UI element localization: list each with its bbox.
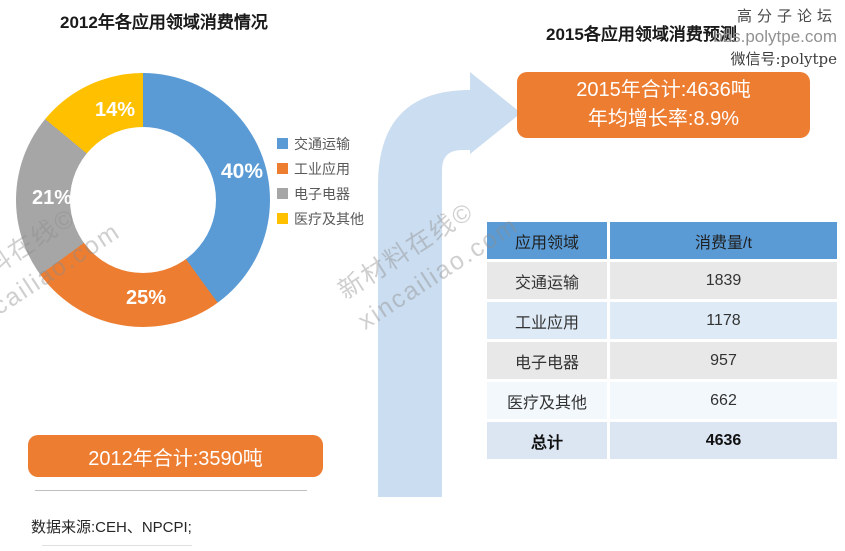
table-header-row: 应用领域 消费量/t — [487, 222, 837, 259]
table-header-field: 应用领域 — [487, 222, 607, 259]
table-cell-value: 662 — [610, 382, 837, 419]
legend-item: 医疗及其他 — [277, 206, 364, 231]
table-cell-category: 总计 — [487, 422, 607, 459]
table-cell-value: 957 — [610, 342, 837, 379]
donut-hole — [70, 127, 216, 273]
legend-item: 电子电器 — [277, 181, 364, 206]
table-cell-category: 医疗及其他 — [487, 382, 607, 419]
legend-item: 工业应用 — [277, 156, 364, 181]
legend-item: 交通运输 — [277, 131, 364, 156]
legend-swatch — [277, 188, 288, 199]
legend: 交通运输 工业应用 电子电器 医疗及其他 — [277, 131, 364, 231]
legend-swatch — [277, 163, 288, 174]
consumption-table: 应用领域 消费量/t 交通运输 1839 工业应用 1178 电子电器 957 … — [487, 222, 837, 462]
pie-label-transport: 40% — [220, 160, 264, 183]
legend-swatch — [277, 213, 288, 224]
legend-label: 医疗及其他 — [294, 210, 364, 227]
table-cell-value: 1178 — [610, 302, 837, 339]
chart-title-2012: 2012年各应用领域消费情况 — [60, 13, 268, 32]
table-row: 电子电器 957 — [487, 342, 837, 379]
table-row: 医疗及其他 662 — [487, 382, 837, 419]
table-cell-category: 交通运输 — [487, 262, 607, 299]
table-row: 交通运输 1839 — [487, 262, 837, 299]
pie-label-medical: 14% — [94, 99, 136, 121]
table-total-row: 总计 4636 — [487, 422, 837, 459]
legend-label: 工业应用 — [294, 160, 350, 177]
divider-line — [35, 490, 307, 491]
pie-label-electronics: 21% — [31, 187, 73, 209]
table-cell-value: 1839 — [610, 262, 837, 299]
summary-2015-total: 2015年合计:4636吨 — [576, 79, 751, 101]
total-2012-label: 2012年合计:3590吨 — [88, 447, 263, 470]
source-note: 数据来源:CEH、NPCPI; — [31, 519, 192, 536]
forum-watermark-name: 高分子论坛 — [736, 7, 837, 25]
pie-label-industry: 25% — [125, 287, 167, 309]
forum-watermark-url: bbs.polytpe.com — [713, 27, 837, 46]
total-box-2012: 2012年合计:3590吨 — [28, 435, 323, 477]
donut-chart-area — [16, 73, 270, 327]
table-cell-category: 工业应用 — [487, 302, 607, 339]
summary-box-2015: 2015年合计:4636吨 年均增长率:8.9% — [517, 72, 810, 138]
legend-label: 电子电器 — [294, 185, 350, 202]
table-cell-value: 4636 — [610, 422, 837, 459]
forum-watermark: 高分子论坛 bbs.polytpe.com 微信号:polytpe — [713, 5, 837, 69]
legend-swatch — [277, 138, 288, 149]
table-header-consumption: 消费量/t — [610, 222, 837, 259]
chart-title-2015: 2015各应用领域消费预测 — [546, 25, 737, 44]
forum-watermark-wechat: 微信号:polytpe — [730, 50, 837, 68]
bottom-divider-line — [42, 545, 192, 546]
table-row: 工业应用 1178 — [487, 302, 837, 339]
summary-2015-growth: 年均增长率:8.9% — [587, 108, 740, 130]
table-cell-category: 电子电器 — [487, 342, 607, 379]
legend-label: 交通运输 — [294, 135, 350, 152]
